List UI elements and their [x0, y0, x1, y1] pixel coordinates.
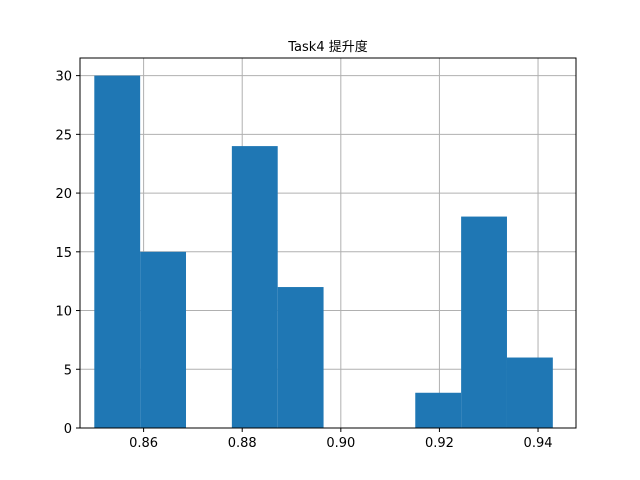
plot-frame: [79, 57, 577, 429]
histogram-bar-7: [415, 392, 462, 428]
x-tick-label-0: 0.86: [129, 436, 158, 451]
histogram-bar-8: [461, 216, 507, 428]
histogram-bar-4: [277, 287, 324, 428]
y-tick-label-0: 0: [64, 422, 72, 437]
y-tick-label-1: 5: [64, 363, 72, 378]
histogram-bar-9: [506, 357, 553, 428]
x-tick-label-1: 0.88: [228, 436, 257, 451]
y-tick-label-3: 15: [55, 246, 72, 261]
x-tick-label-2: 0.90: [326, 436, 355, 451]
histogram-bar-3: [231, 146, 278, 428]
y-tick-label-4: 20: [55, 187, 72, 202]
y-tick-label-6: 30: [55, 70, 72, 85]
bars: [94, 75, 553, 428]
y-axis: 0 5 10 15 20 25 30: [55, 70, 80, 437]
histogram-bar-0: [94, 75, 141, 428]
y-tick-label-5: 25: [55, 128, 72, 143]
x-tick-label-4: 0.94: [524, 436, 553, 451]
x-axis: 0.86 0.88 0.90 0.92 0.94: [129, 428, 553, 451]
x-tick-label-3: 0.92: [425, 436, 454, 451]
y-tick-label-2: 10: [55, 305, 72, 320]
histogram-bar-1: [140, 251, 187, 428]
chart-title: Task4 提升度: [287, 39, 367, 55]
